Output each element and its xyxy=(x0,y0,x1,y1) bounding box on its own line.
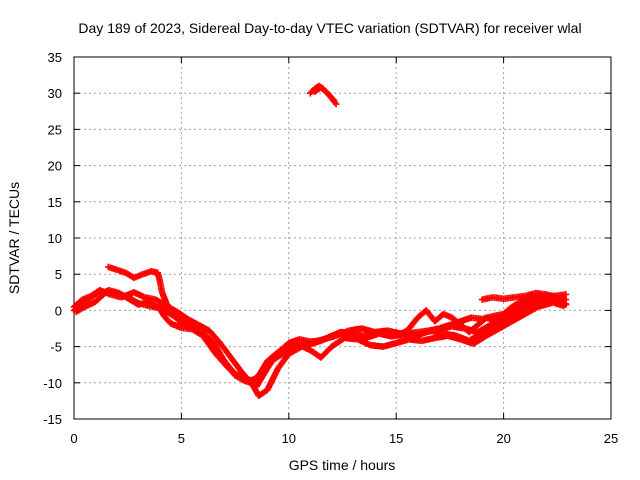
series-trace-segment xyxy=(71,297,85,310)
series-trace-segment xyxy=(319,85,330,96)
series-trace-segment xyxy=(207,328,223,346)
series-trace-segment xyxy=(510,299,523,310)
y-axis-label: SDTVAR / TECUs xyxy=(6,182,22,294)
x-axis-label: GPS time / hours xyxy=(289,457,396,473)
series-trace-segment xyxy=(228,355,244,374)
y-tick-label: -15 xyxy=(43,412,62,427)
series-track-8 xyxy=(311,84,338,104)
series-trace-segment xyxy=(325,91,337,103)
series-trace-segment xyxy=(163,301,176,316)
y-tick-label: 35 xyxy=(48,50,62,65)
series-trace-segment xyxy=(161,314,173,326)
series-trace-segment xyxy=(497,318,515,331)
series-trace-segment xyxy=(153,303,162,312)
series-trace-segment xyxy=(406,315,420,331)
series-trace-segment xyxy=(153,297,167,308)
series-trace-segment xyxy=(475,322,493,335)
y-tick-label: 5 xyxy=(55,267,62,282)
series-trace-segment xyxy=(510,311,527,324)
series-trace-segment xyxy=(523,304,540,317)
x-axis: 0 5 10 15 20 25 xyxy=(70,57,618,446)
series-trace-segment xyxy=(501,307,519,321)
y-tick-label: 15 xyxy=(48,195,62,210)
series-trace-segment xyxy=(269,352,283,364)
series-trace-segment xyxy=(312,85,323,94)
x-tick-label: 5 xyxy=(178,431,185,446)
series-trace-segment xyxy=(74,304,87,315)
series-trace-segment xyxy=(222,359,238,378)
y-tick-label: 30 xyxy=(48,86,62,101)
series-trace-segment xyxy=(514,300,532,313)
y-tick-label: 10 xyxy=(48,231,62,246)
y-axis: -15 -10 -5 0 5 10 15 20 25 30 35 xyxy=(43,50,611,427)
series-trace-segment xyxy=(480,294,495,303)
series-trace-segment xyxy=(544,295,558,306)
x-tick-label: 0 xyxy=(70,431,77,446)
series-trace-segment xyxy=(170,312,184,326)
series-trace-segment xyxy=(501,304,515,317)
series-trace-segment xyxy=(484,326,502,339)
series-trace-segment xyxy=(147,299,158,309)
series-trace-segment xyxy=(157,307,167,319)
x-tick-label: 15 xyxy=(389,431,403,446)
series-trace-segment xyxy=(449,315,463,328)
series-track-5 xyxy=(388,291,568,340)
series-trace-segment xyxy=(471,333,489,347)
y-tick-label: 0 xyxy=(55,303,62,318)
series-trace-segment xyxy=(196,322,212,334)
series-trace-segment xyxy=(264,366,281,392)
series-track-6 xyxy=(478,289,570,303)
y-tick-label: 20 xyxy=(48,159,62,174)
data-point xyxy=(562,296,570,303)
series-trace-segment xyxy=(360,325,377,335)
y-tick-label: 25 xyxy=(48,122,62,137)
series-trace-segment xyxy=(273,344,289,357)
data-points xyxy=(70,82,570,400)
data-point xyxy=(560,302,568,310)
series-trace-segment xyxy=(467,322,480,335)
series-trace-segment xyxy=(175,309,190,322)
series-trace-segment xyxy=(200,333,219,356)
grid xyxy=(74,57,611,419)
x-tick-label: 20 xyxy=(496,431,510,446)
series-trace-segment xyxy=(458,314,474,325)
chart-title: Day 189 of 2023, Sidereal Day-to-day VTE… xyxy=(78,20,581,36)
x-tick-label: 25 xyxy=(604,431,618,446)
series-trace-segment xyxy=(260,359,274,374)
series-trace-segment xyxy=(318,344,334,360)
series-trace-segment xyxy=(252,369,266,382)
series-trace-segment xyxy=(211,341,227,363)
series-trace-segment xyxy=(256,387,270,399)
data-point xyxy=(330,97,338,104)
data-point xyxy=(332,100,340,108)
y-tick-label: -5 xyxy=(50,340,62,355)
data-point xyxy=(562,291,570,298)
y-tick-label: -10 xyxy=(43,376,62,391)
series-track-3 xyxy=(72,286,568,387)
series-trace-segment xyxy=(278,347,291,358)
series-trace-segment xyxy=(275,351,292,371)
x-tick-label: 10 xyxy=(282,431,296,446)
series-trace-segment xyxy=(200,330,216,346)
series-trace-segment xyxy=(398,326,412,339)
series-trace-segment xyxy=(217,340,234,360)
series-trace-segment xyxy=(492,311,506,324)
series-trace-segment xyxy=(186,316,201,328)
series-trace-segment xyxy=(117,290,132,302)
